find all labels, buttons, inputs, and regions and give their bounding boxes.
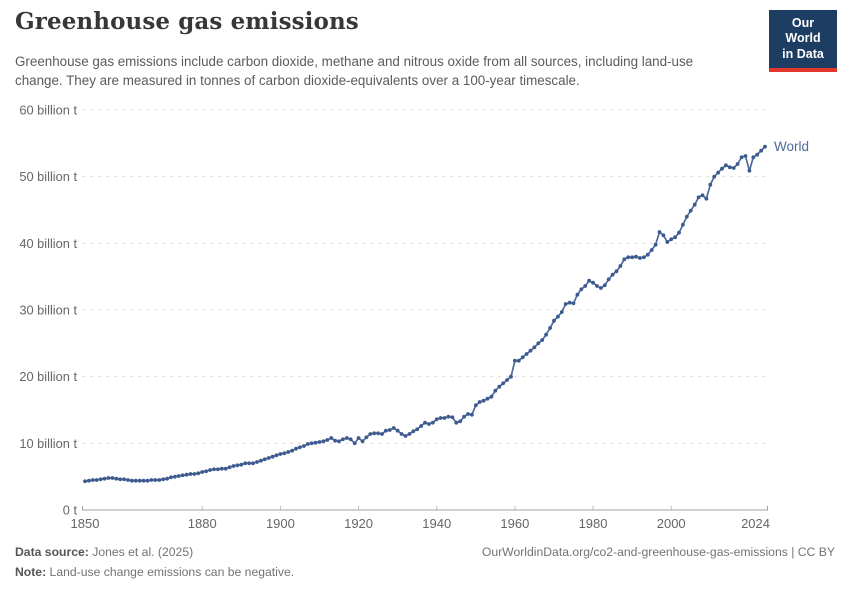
chart-footer: Data source: Jones et al. (2025) OurWorl… bbox=[15, 545, 835, 579]
world-line bbox=[84, 146, 766, 483]
y-axis-label: 20 billion t bbox=[19, 369, 77, 384]
x-axis-label: 1900 bbox=[266, 516, 295, 531]
y-axis-label: 40 billion t bbox=[19, 236, 77, 251]
x-axis-label: 1940 bbox=[422, 516, 451, 531]
owid-logo[interactable]: Our World in Data bbox=[769, 10, 837, 72]
x-axis-label: 1920 bbox=[344, 516, 373, 531]
chart-note: Note: Land-use change emissions can be n… bbox=[15, 565, 835, 579]
emissions-line-chart[interactable]: 0 t 10 billion t 20 billion t 30 billion t 4… bbox=[0, 95, 850, 545]
x-axis-label: 1960 bbox=[500, 516, 529, 531]
y-axis-label: 30 billion t bbox=[19, 303, 77, 318]
data-source-value: Jones et al. (2025) bbox=[92, 545, 194, 559]
x-axis-label: 2000 bbox=[657, 516, 686, 531]
y-axis-label: 50 billion t bbox=[19, 169, 77, 184]
x-axis-label: 2024 bbox=[741, 516, 770, 531]
note-label: Note: bbox=[15, 565, 47, 579]
chart-figure: 0 t 10 billion t 20 billion t 30 billion t 4… bbox=[0, 95, 850, 545]
x-axis-label: 1880 bbox=[188, 516, 217, 531]
attribution-url: OurWorldinData.org/co2-and-greenhouse-ga… bbox=[481, 545, 835, 559]
data-source-label: Data source: bbox=[15, 545, 89, 559]
x-axis-label: 1850 bbox=[71, 516, 100, 531]
owid-logo-line1: Our World bbox=[785, 16, 821, 46]
series-label-world[interactable]: World bbox=[774, 139, 809, 154]
owid-logo-line2: in Data bbox=[782, 46, 824, 61]
series-world[interactable] bbox=[83, 144, 767, 484]
y-axis-label: 0 t bbox=[63, 503, 78, 518]
data-source: Data source: Jones et al. (2025) bbox=[15, 545, 193, 559]
page-title: Greenhouse gas emissions bbox=[15, 8, 359, 35]
chart-subtitle: Greenhouse gas emissions include carbon … bbox=[15, 54, 694, 89]
note-value: Land-use change emissions can be negativ… bbox=[49, 565, 295, 579]
y-axis-label: 10 billion t bbox=[19, 436, 77, 451]
x-axis-label: 1980 bbox=[579, 516, 608, 531]
y-axis-label: 60 billion t bbox=[19, 103, 77, 118]
